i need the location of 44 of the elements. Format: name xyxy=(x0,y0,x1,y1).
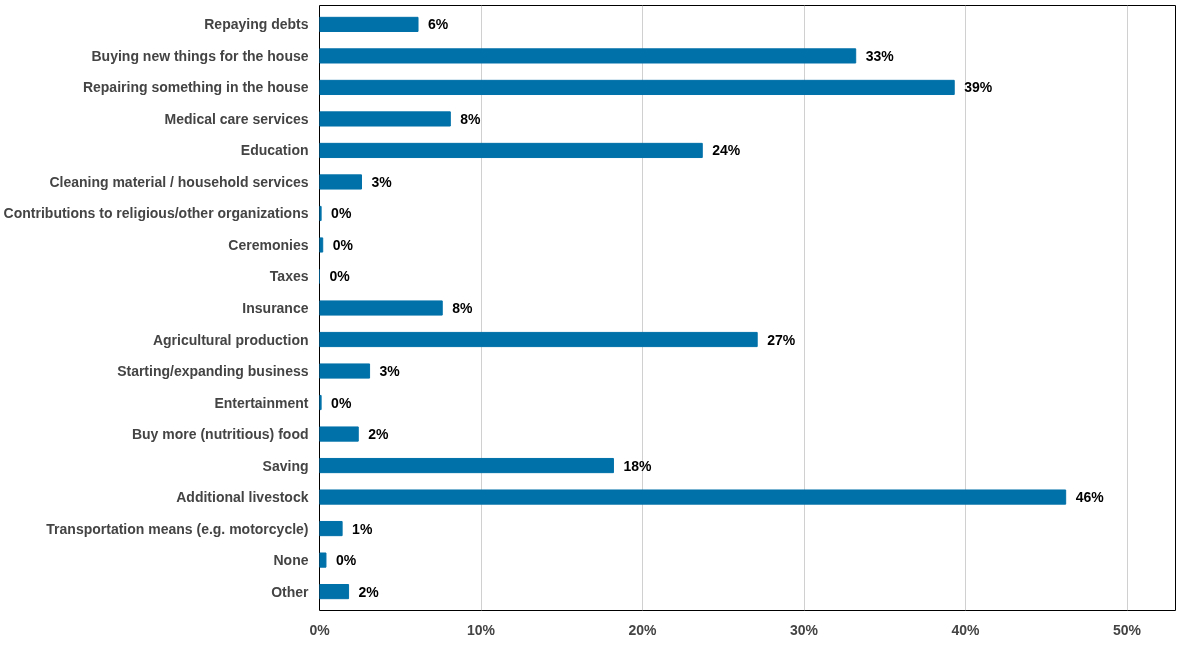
data-label: 1% xyxy=(352,520,373,537)
x-tick-label: 0% xyxy=(309,621,331,638)
data-label: 0% xyxy=(335,552,357,569)
y-tick-label: Entertainment xyxy=(214,394,309,411)
data-label: 8% xyxy=(460,110,482,127)
x-tick-label: 20% xyxy=(628,621,658,638)
y-tick-label: Repairing something in the house xyxy=(82,79,309,96)
y-tick-label: Other xyxy=(271,583,310,600)
data-label: 24% xyxy=(712,142,741,159)
data-label: 3% xyxy=(379,363,401,380)
y-tick-label: Cleaning material / household services xyxy=(49,173,309,190)
data-label: 2% xyxy=(358,583,380,600)
x-tick-label: 10% xyxy=(467,621,496,638)
y-tick-label: Insurance xyxy=(242,300,309,316)
data-label: 0% xyxy=(332,236,354,253)
data-label: 8% xyxy=(452,300,474,316)
y-tick-label: Transportation means (e.g. motorcycle) xyxy=(46,520,309,537)
data-label: 46% xyxy=(1075,489,1105,506)
data-label: 27% xyxy=(767,331,796,348)
y-tick-label: Buying new things for the house xyxy=(91,47,309,64)
data-label: 0% xyxy=(331,394,352,411)
x-tick-label: 30% xyxy=(790,621,819,638)
y-tick-label: Agricultural production xyxy=(152,331,309,348)
x-tick-label: 50% xyxy=(1113,621,1142,638)
data-label: 0% xyxy=(331,205,352,222)
y-tick-label: Ceremonies xyxy=(228,236,309,253)
y-tick-label: Starting/expanding business xyxy=(117,363,309,380)
y-tick-label: Repaying debts xyxy=(204,16,309,33)
y-tick-label: Buy more (nutritious) food xyxy=(131,426,309,443)
y-tick-label: Education xyxy=(240,142,309,159)
y-tick-label: Contributions to religious/other organizations xyxy=(3,205,309,222)
data-label: 39% xyxy=(964,79,993,96)
y-tick-label: None xyxy=(273,552,309,569)
y-tick-label: Medical care services xyxy=(164,110,309,127)
data-label: 6% xyxy=(428,16,449,33)
x-tick-label: 40% xyxy=(951,621,981,638)
data-label: 18% xyxy=(623,457,653,474)
data-label: 3% xyxy=(371,173,393,190)
y-tick-label: Saving xyxy=(262,457,309,474)
y-tick-label: Taxes xyxy=(269,268,309,285)
y-tick-label: Additional livestock xyxy=(176,489,309,506)
data-label: 0% xyxy=(329,268,351,285)
data-label: 33% xyxy=(865,47,895,64)
data-label: 2% xyxy=(368,426,390,443)
